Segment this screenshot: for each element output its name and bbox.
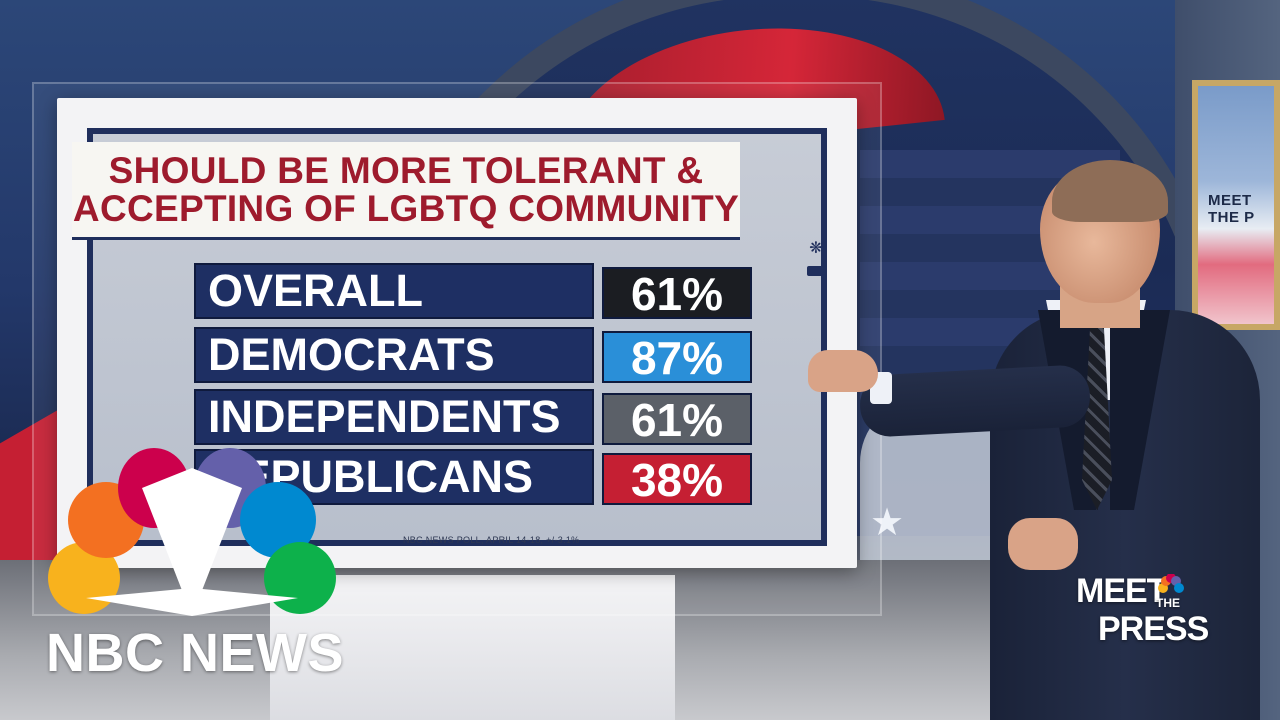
peacock-icon: ❋ [809,240,823,257]
peacock-feather-yellow [48,542,120,614]
poll-headline: SHOULD BE MORE TOLERANT & ACCEPTING OF L… [72,142,740,240]
headline-line-2: ACCEPTING OF LGBTQ COMMUNITY [72,187,740,229]
poll-row-value: 61% [602,267,752,319]
presenter-arm [858,364,1092,438]
presenter [790,160,1270,720]
peacock-body [142,468,242,616]
wall-frame: MEET THE P [1192,80,1280,330]
mtp-press-text: PRESS [1098,610,1209,648]
headline-line-1: SHOULD BE MORE TOLERANT & [108,149,704,191]
star-icon: ★ [870,502,905,544]
poll-row-value: 61% [602,393,752,445]
mtp-meet-text: MEET [1076,572,1167,610]
peacock-base [86,588,298,616]
nbc-news-wordmark: NBC NEWS [46,623,344,683]
presenter-pointing-hand [808,350,878,392]
poll-row-label: DEMOCRATS [194,327,594,383]
poll-row-value: 38% [602,453,752,505]
poll-row-label: INDEPENDENTS [194,389,594,445]
poll-row-label: OVERALL [194,263,594,319]
peacock-feather-green [264,542,336,614]
poll-source: NBC NEWS POLL, APRIL 14-18, +/-3.1% [403,535,580,545]
presenter-resting-hand [1008,518,1078,570]
wall-frame-text: MEET THE P [1208,192,1255,226]
nbc-peacock-logo [48,448,336,616]
mini-bar-icon [807,266,825,276]
mtp-peacock-icon [1158,574,1184,593]
meet-the-press-logo: MEET THE PRESS [1076,572,1209,656]
peacock-feather-blue [240,482,316,558]
mini-peacock-icon: ❋ [804,238,828,278]
board-pedestal [270,575,675,720]
presenter-hair [1052,160,1168,222]
mtp-the-text: THE [1156,596,1180,610]
poll-row-value: 87% [602,331,752,383]
wall-frame-poster: MEET THE P [1198,86,1274,324]
